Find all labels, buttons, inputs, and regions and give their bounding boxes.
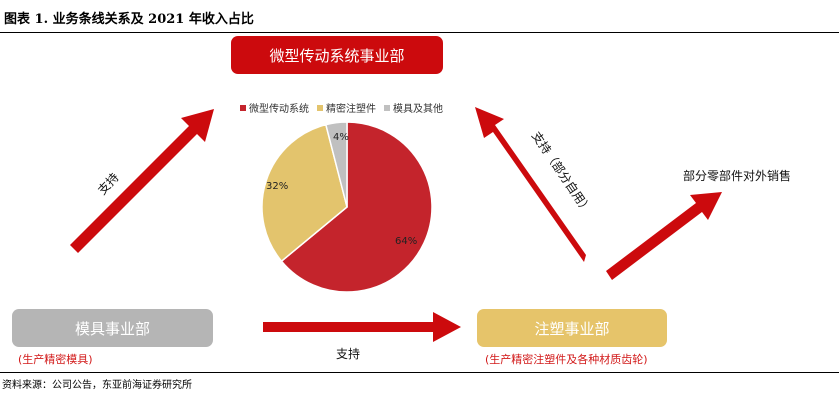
source-note: 资料来源：公司公告，东亚前海证券研究所 <box>2 376 192 391</box>
arrow-mold-to-injection <box>263 312 461 342</box>
injection-division-description: (生产精密注塑件及各种材质齿轮) <box>485 351 648 367</box>
legend-swatch <box>384 105 390 111</box>
legend-item: 模具及其他 <box>384 100 443 115</box>
mold-division-box: 模具事业部 <box>12 309 213 347</box>
legend-swatch <box>317 105 323 111</box>
legend-label: 模具及其他 <box>393 100 443 115</box>
legend-item: 精密注塑件 <box>317 100 376 115</box>
arrow-mold-to-micro <box>70 109 214 253</box>
pie-legend: 微型传动系统 精密注塑件 模具及其他 <box>240 100 443 115</box>
mold-division-description: (生产精密模具) <box>18 351 93 367</box>
arrow-external-sales <box>606 192 722 280</box>
bottom-rule <box>0 372 839 373</box>
injection-division-label: 注塑事业部 <box>534 318 609 339</box>
arrow-label-support-bottom: 支持 <box>336 345 360 362</box>
legend-label: 精密注塑件 <box>326 100 376 115</box>
legend-label: 微型传动系统 <box>249 100 309 115</box>
mold-division-label: 模具事业部 <box>75 318 150 339</box>
micro-transmission-division-box: 微型传动系统事业部 <box>231 36 443 74</box>
micro-transmission-division-label: 微型传动系统事业部 <box>269 45 404 66</box>
legend-item: 微型传动系统 <box>240 100 309 115</box>
legend-swatch <box>240 105 246 111</box>
arrow-label-external-sales: 部分零部件对外销售 <box>682 168 792 184</box>
injection-division-box: 注塑事业部 <box>477 309 667 347</box>
